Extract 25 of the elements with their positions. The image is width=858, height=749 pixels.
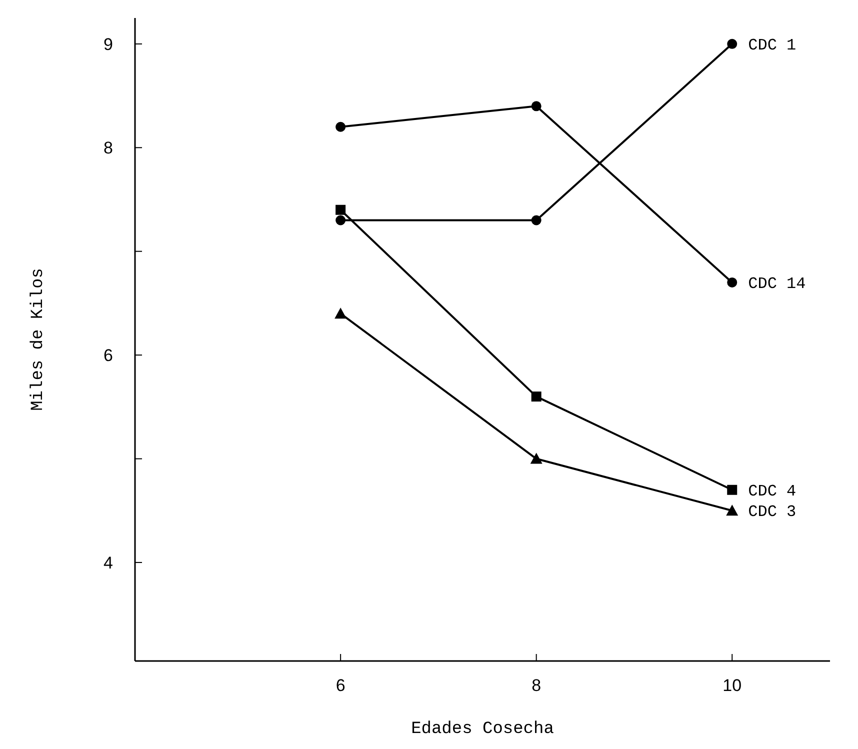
series-label: CDC 1 [748,36,796,55]
point [530,452,542,464]
y-tick-label: 8 [104,138,113,158]
point [727,38,738,49]
x-tick-label: 6 [336,676,346,695]
point [334,308,347,319]
x-axis-title: Edades Cosecha [411,720,554,739]
point [726,504,738,516]
y-tick-label: 6 [104,346,113,366]
y-axis-title: Miles de Kilos [29,268,48,411]
point [531,101,542,112]
point [531,392,542,402]
series-label: CDC 3 [748,503,796,522]
point [336,215,346,226]
point [531,215,542,226]
series-label: CDC 14 [748,275,806,294]
point [727,277,738,288]
y-tick-label: 4 [104,553,113,572]
x-tick-label: 10 [722,676,742,695]
series-label: CDC 4 [748,482,796,500]
point [336,122,346,132]
point [727,484,738,495]
point [336,204,346,215]
y-tick-label: 9 [104,34,113,54]
x-tick-label: 8 [532,676,542,695]
